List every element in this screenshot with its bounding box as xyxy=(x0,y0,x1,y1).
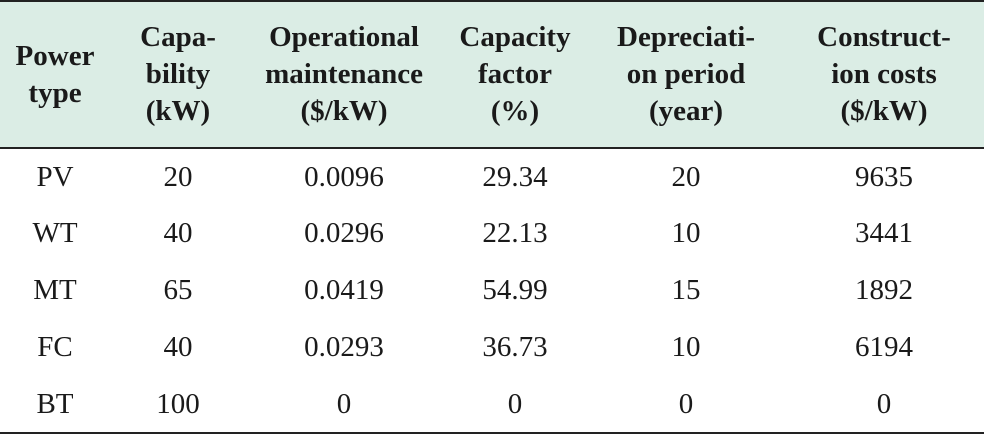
table-row: BT 100 0 0 0 0 xyxy=(0,376,984,434)
header-text-line: factor xyxy=(477,58,553,90)
cell-depreciation-period: 10 xyxy=(671,331,701,363)
header-text-line: maintenance xyxy=(265,58,423,90)
header-capacity-factor: Capacity factor (%) xyxy=(442,0,588,149)
header-text-line: ($/kW) xyxy=(840,95,928,127)
cell-capability: 40 xyxy=(163,331,193,363)
cell-operational-maintenance: 0.0096 xyxy=(304,160,384,193)
cell-power-type: WT xyxy=(32,217,78,249)
header-text-line: bility xyxy=(145,58,211,90)
cell-capability: 65 xyxy=(163,274,193,306)
cell-power-type: MT xyxy=(33,274,77,306)
cell-operational-maintenance: 0.0293 xyxy=(304,331,384,363)
header-text-line: Operational xyxy=(269,21,419,53)
cell-operational-maintenance: 0.0296 xyxy=(304,217,384,249)
header-text-line: (year) xyxy=(648,95,724,127)
cell-capacity-factor: 54.99 xyxy=(482,274,548,306)
header-operational-maintenance: Operational maintenance ($/kW) xyxy=(246,0,442,149)
header-text-line: on period xyxy=(626,58,746,90)
header-depreciation-period: Depreciati- on period (year) xyxy=(588,0,784,149)
cell-construction-costs: 6194 xyxy=(855,331,913,363)
header-text-line: type xyxy=(28,76,82,109)
header-text-line: Capacity xyxy=(459,21,571,53)
table-row: PV 20 0.0096 29.34 20 9635 xyxy=(0,148,984,205)
cell-operational-maintenance: 0 xyxy=(246,376,442,434)
table-body: PV 20 0.0096 29.34 20 9635 WT 40 0.0296 … xyxy=(0,148,984,434)
cell-power-type: PV xyxy=(36,160,74,193)
cell-construction-costs: 1892 xyxy=(855,274,913,306)
header-text-line: (%) xyxy=(490,95,540,127)
cell-capacity-factor: 0 xyxy=(442,376,588,434)
cell-capacity-factor: 36.73 xyxy=(482,331,548,363)
header-text-line: Construct- xyxy=(817,21,951,53)
cell-depreciation-period: 20 xyxy=(671,160,701,193)
header-row: Power type Capa- bility (kW) Operational… xyxy=(0,0,984,149)
cell-capability: 100 xyxy=(110,376,246,434)
cell-operational-maintenance: 0.0419 xyxy=(304,274,384,306)
table-row: MT 65 0.0419 54.99 15 1892 xyxy=(0,262,984,319)
cell-capability: 20 xyxy=(163,160,193,193)
header-text-line: ($/kW) xyxy=(300,95,388,127)
cell-capability: 40 xyxy=(163,217,193,249)
cell-construction-costs: 9635 xyxy=(855,160,913,193)
cell-depreciation-period: 15 xyxy=(671,274,701,306)
cell-capacity-factor: 29.34 xyxy=(482,160,548,193)
cell-construction-costs: 0 xyxy=(784,376,984,434)
table-row: FC 40 0.0293 36.73 10 6194 xyxy=(0,319,984,376)
cell-power-type: FC xyxy=(37,331,73,363)
header-text-line: Capa- xyxy=(140,21,216,53)
header-text-line: ion costs xyxy=(831,58,937,90)
header-text-line: Depreciati- xyxy=(617,21,755,53)
cell-depreciation-period: 10 xyxy=(671,217,701,249)
cell-depreciation-period: 0 xyxy=(588,376,784,434)
cell-power-type: BT xyxy=(0,376,110,434)
table-row: WT 40 0.0296 22.13 10 3441 xyxy=(0,205,984,262)
cell-construction-costs: 3441 xyxy=(855,217,913,249)
cell-capacity-factor: 22.13 xyxy=(482,217,548,249)
header-text-line: Power xyxy=(15,39,95,72)
header-power-type: Power type xyxy=(0,0,110,149)
table-header: Power type Capa- bility (kW) Operational… xyxy=(0,0,984,149)
header-text-line: (kW) xyxy=(145,95,211,127)
header-capability: Capa- bility (kW) xyxy=(110,0,246,149)
header-construction-costs: Construct- ion costs ($/kW) xyxy=(784,0,984,149)
